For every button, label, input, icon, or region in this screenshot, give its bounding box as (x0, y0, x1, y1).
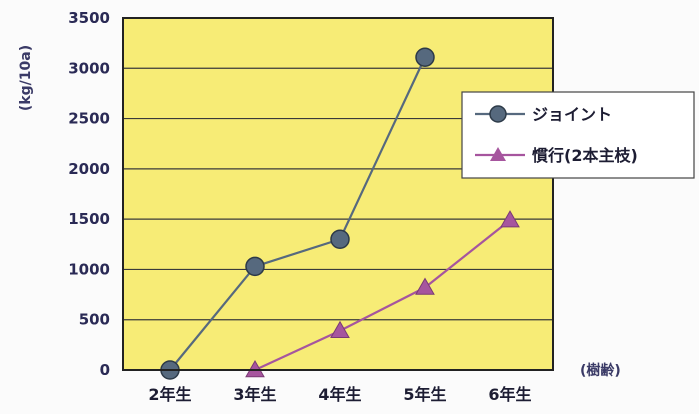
legend-label: ジョイント (532, 105, 612, 124)
series-1 (160, 47, 435, 380)
data-point (245, 359, 265, 378)
y-tick-label: 3000 (68, 59, 110, 77)
series-line (169, 56, 426, 371)
data-point (245, 256, 265, 277)
y-tick-label: 1500 (68, 210, 110, 228)
data-point (415, 277, 435, 295)
x-tick-labels: 2年生 3年生 4年生 5年生 6年生 (148, 385, 531, 404)
data-series (160, 47, 520, 380)
x-tick-label: 6年生 (488, 385, 531, 404)
y-tick-label: 1000 (68, 260, 110, 278)
data-point (330, 320, 350, 339)
legend-item: ジョイント (475, 105, 612, 124)
x-tick-label: 3年生 (233, 385, 276, 404)
plot-border (122, 17, 554, 371)
y-tick-label: 3500 (68, 9, 110, 27)
y-tick-label: 500 (79, 311, 110, 329)
y-tick-labels: 0 500 1000 1500 2000 2500 3000 3500 (68, 9, 110, 379)
x-tick-label: 5年生 (403, 385, 446, 404)
legend-marker (489, 105, 507, 123)
y-tick-label: 2000 (68, 160, 110, 178)
x-tick-label: 2年生 (148, 385, 191, 404)
series-line (254, 219, 511, 371)
y-tick-label: 2500 (68, 110, 110, 128)
y-tick-label: 0 (100, 361, 110, 379)
x-axis-label: (樹齢) (580, 362, 621, 379)
data-point (415, 47, 435, 67)
y-axis-label: (kg/10a) (18, 45, 34, 111)
legend-marker (490, 147, 506, 161)
grid-lines (123, 67, 553, 321)
data-point (330, 229, 350, 250)
legend-label: 慣行(2本主枝) (531, 146, 638, 165)
x-tick-label: 4年生 (318, 385, 361, 404)
series-2 (245, 210, 520, 378)
plot-background (123, 18, 553, 370)
data-point (500, 210, 520, 228)
legend-item: 慣行(2本主枝) (475, 146, 638, 165)
